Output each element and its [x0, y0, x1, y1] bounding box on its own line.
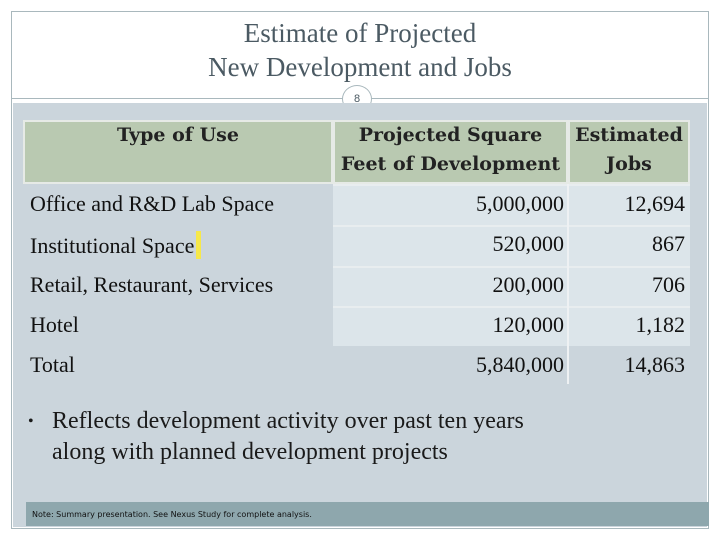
bullet-line-1: Reflects development activity over past …	[52, 408, 524, 434]
row-2-type: Institutional Space	[30, 231, 202, 259]
bullet-icon: •	[28, 413, 34, 430]
header-sqft-line-2: Feet of Development	[340, 153, 561, 175]
column-separator	[567, 184, 569, 384]
row-1-type: Office and R&D Lab Space	[30, 191, 274, 216]
title-line-1: Estimate of Projected	[243, 18, 477, 48]
footer-bar	[26, 502, 709, 526]
bullet-line-2: along with planned development projects	[52, 439, 448, 465]
row-total-jobs: 14,863	[624, 352, 686, 377]
header-cell-type	[23, 120, 333, 184]
header-sqft-line-1: Projected Square	[358, 124, 543, 146]
title-line-2: New Development and Jobs	[208, 52, 512, 82]
header-cell-sqft	[333, 120, 568, 184]
row-4-jobs: 1,182	[635, 312, 686, 337]
row-3-type: Retail, Restaurant, Services	[30, 272, 274, 297]
row-2-type-text: Institutional Space	[30, 233, 195, 258]
header-type-of-use: Type of Use	[117, 124, 239, 146]
row-1-jobs: 12,694	[624, 191, 686, 216]
text-cursor-highlight	[196, 231, 202, 259]
bullet-point: • Reflects development activity over pas…	[28, 406, 668, 468]
row-band-1	[333, 184, 690, 225]
header-estimated-jobs: Estimated Jobs	[568, 121, 690, 179]
header-jobs-line-2: Jobs	[606, 153, 652, 175]
row-2-sqft: 520,000	[492, 231, 565, 256]
row-total-sqft: 5,840,000	[476, 352, 564, 377]
footer-note: Note: Summary presentation. See Nexus St…	[32, 510, 312, 519]
header-cell-jobs	[568, 120, 690, 184]
row-total-type: Total	[30, 352, 75, 377]
row-3-sqft: 200,000	[492, 272, 565, 297]
slide-title: Estimate of Projected New Development an…	[0, 16, 720, 84]
row-band-4	[333, 306, 690, 346]
row-3-jobs: 706	[652, 272, 685, 297]
row-1-sqft: 5,000,000	[476, 191, 564, 216]
header-jobs-line-1: Estimated	[575, 124, 683, 146]
slide-frame	[11, 11, 709, 529]
row-2-jobs: 867	[652, 231, 685, 256]
row-band-2	[333, 225, 690, 266]
row-4-type: Hotel	[30, 312, 79, 337]
header-projected-sqft: Projected Square Feet of Development	[333, 121, 568, 179]
row-4-sqft: 120,000	[492, 312, 565, 337]
row-band-3	[333, 266, 690, 306]
